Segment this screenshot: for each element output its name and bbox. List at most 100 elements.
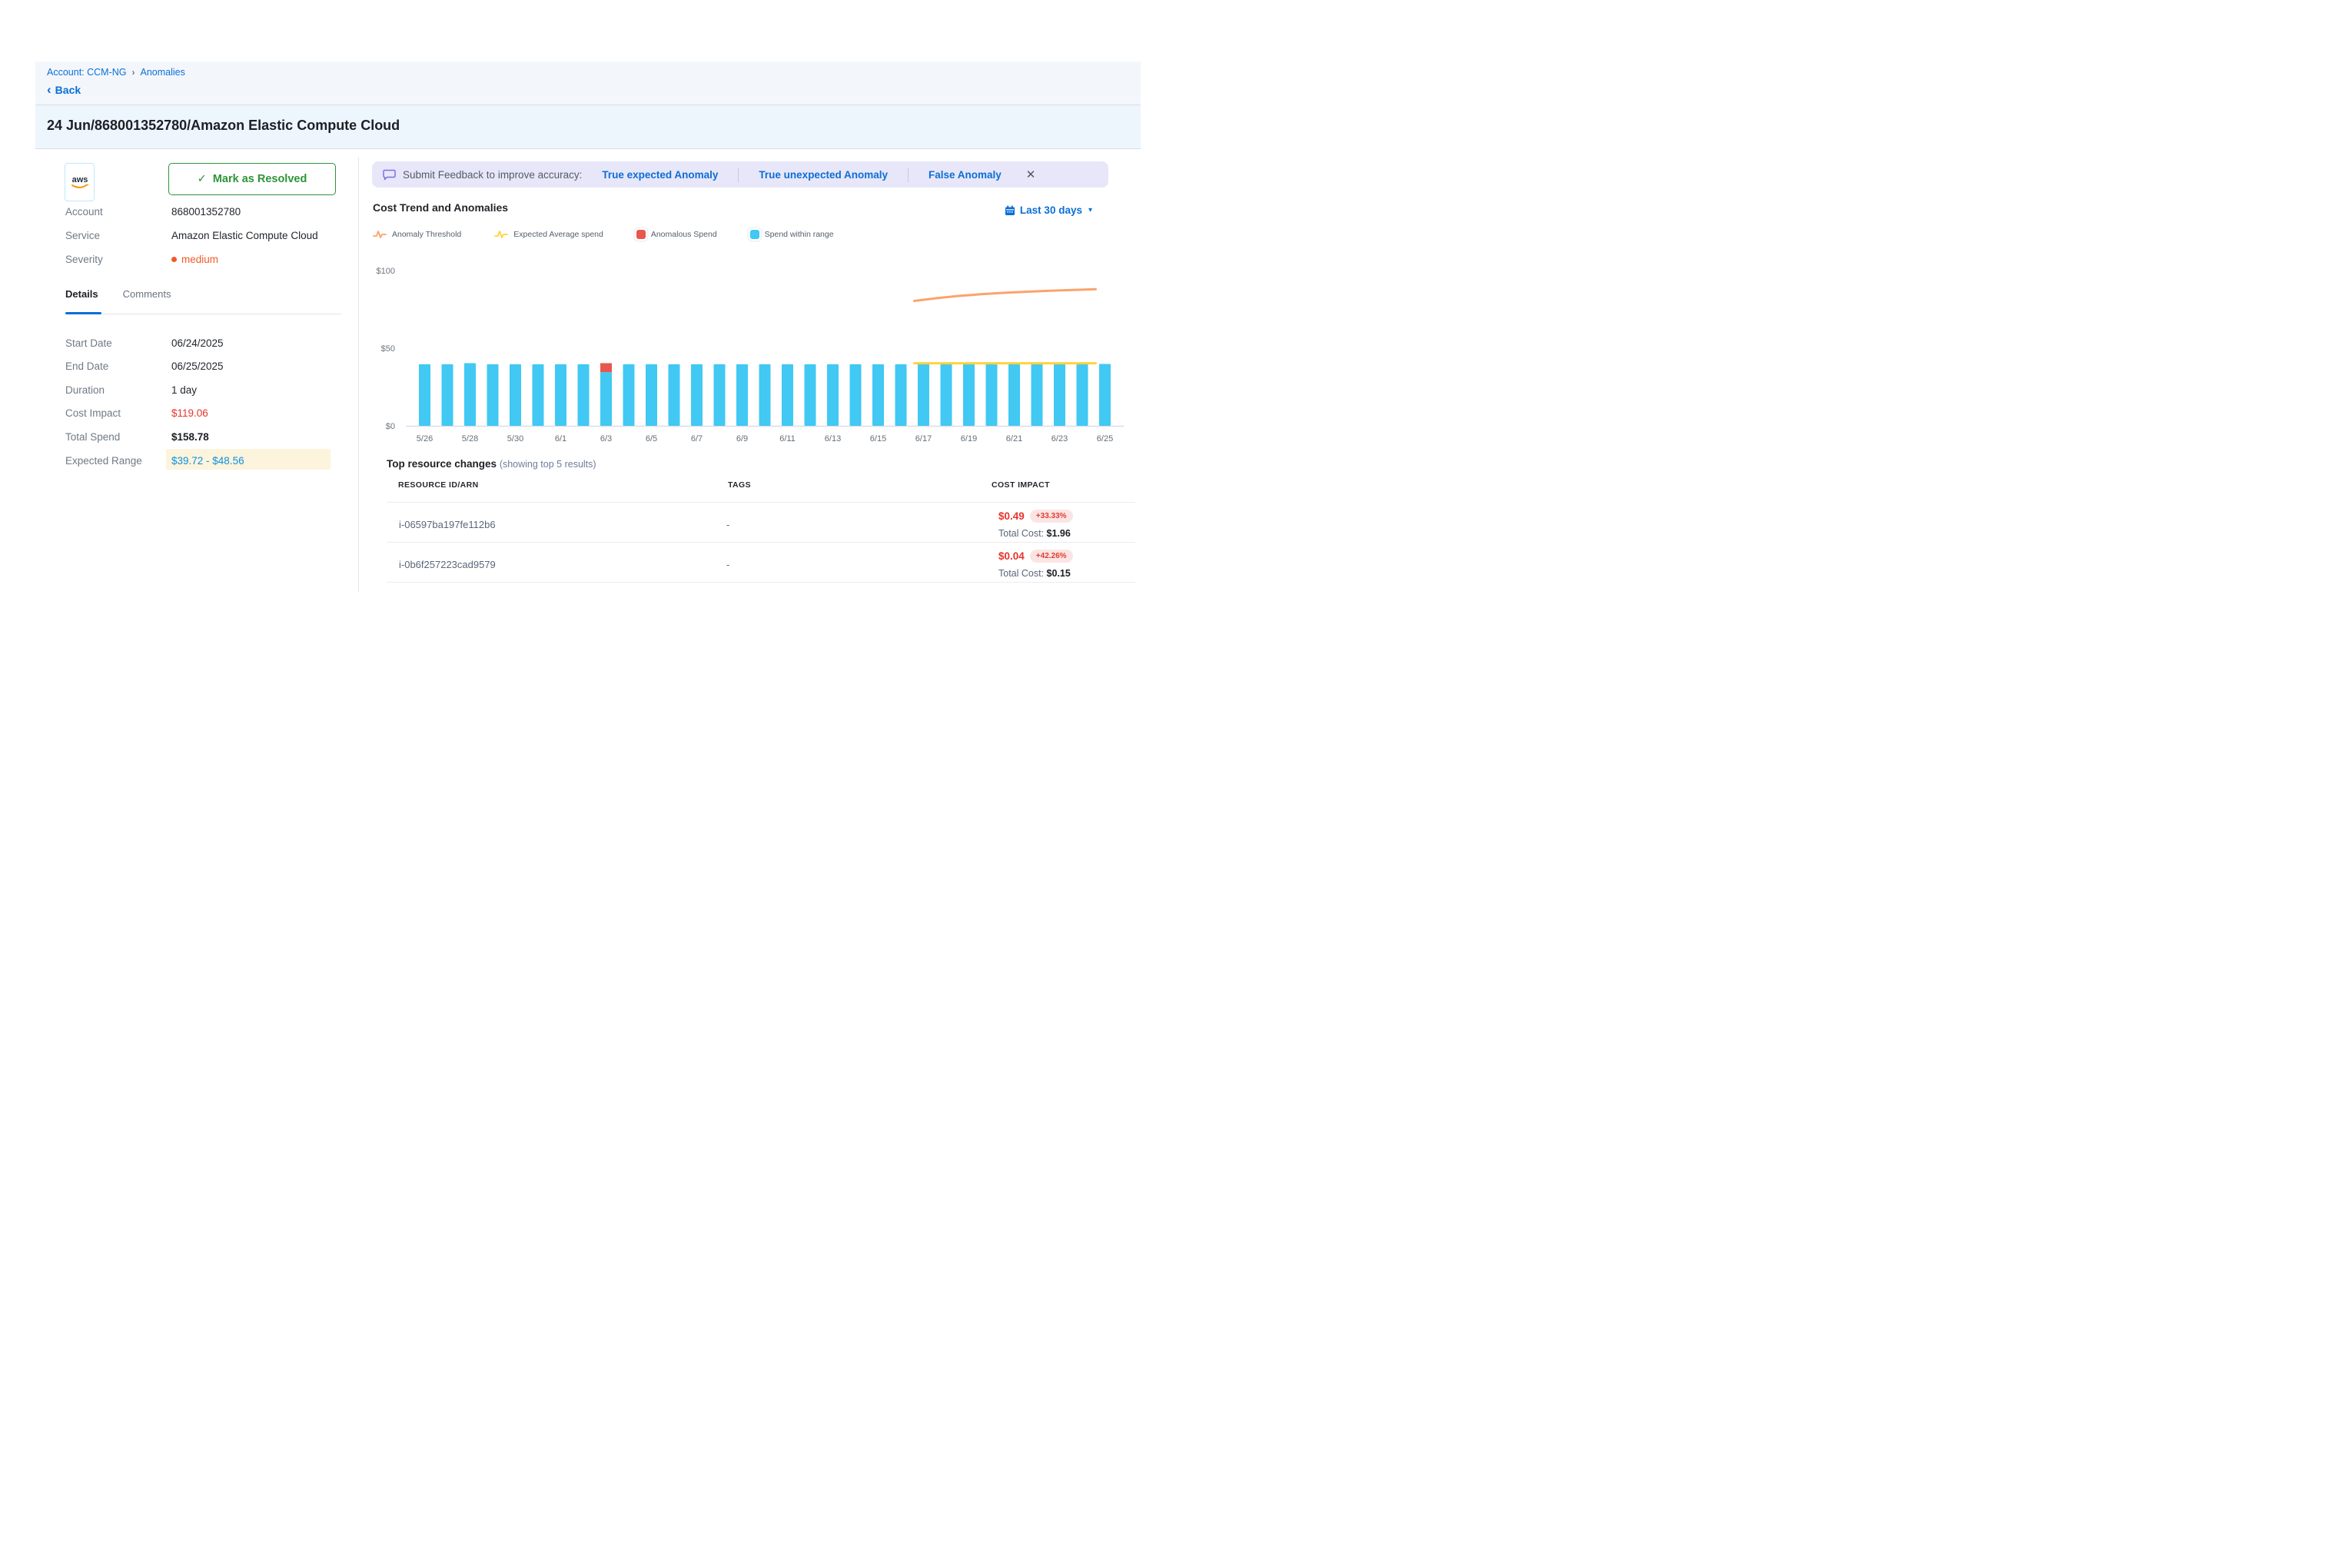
detail-tabs: Details Comments [65, 288, 171, 307]
x-axis-tick: 6/23 [1051, 434, 1068, 443]
x-axis-tick: 5/26 [417, 434, 433, 443]
spend-bar [782, 364, 793, 426]
x-axis-tick: 5/28 [462, 434, 478, 443]
x-axis-tick: 6/19 [961, 434, 977, 443]
spend-bar [510, 364, 521, 426]
breadcrumb-anomalies-link[interactable]: Anomalies [141, 67, 185, 78]
resource-tags: - [726, 519, 729, 530]
resource-id-text: i-06597ba197fe112b6 [399, 519, 496, 530]
spend-bar [1031, 364, 1043, 426]
date-range-label: Last 30 days [1020, 204, 1082, 216]
spend-bar [736, 364, 748, 426]
anomaly-detail-page: Account: CCM-NG › Anomalies ‹ Back 24 Ju… [0, 0, 1176, 784]
field-label: Service [65, 230, 171, 243]
tags-value: - [726, 559, 729, 570]
spend-bar [600, 372, 612, 426]
feedback-true-expected-anomaly[interactable]: True expected Anomaly [582, 169, 738, 181]
page-title: 24 Jun/868001352780/Amazon Elastic Compu… [47, 118, 400, 134]
pulse-line-icon [373, 229, 387, 240]
resource-tags: - [726, 559, 729, 570]
x-axis-tick: 6/15 [870, 434, 886, 443]
cost-impact-line: $0.04+42.26% [998, 550, 1073, 563]
row-separator [387, 542, 1135, 543]
legend-label: Anomalous Spend [651, 230, 717, 239]
calendar-icon [1005, 205, 1015, 216]
main-content: Submit Feedback to improve accuracy: Tru… [372, 158, 1136, 619]
svg-text:aws: aws [71, 175, 88, 184]
x-axis-tick: 6/13 [825, 434, 841, 443]
detail-row: End Date06/25/2025 [65, 360, 342, 374]
spend-bar [872, 364, 884, 426]
spend-bar [646, 364, 657, 426]
anomaly-threshold-line [915, 289, 1096, 301]
close-icon[interactable]: ✕ [1026, 168, 1036, 181]
title-band: 24 Jun/868001352780/Amazon Elastic Compu… [35, 105, 1141, 149]
summary-field-row: Severitymedium [65, 254, 342, 267]
cost-trend-chart: $0$50$1005/265/285/306/16/36/56/76/96/11… [372, 251, 1136, 455]
resources-title-text: Top resource changes [387, 458, 497, 470]
detail-value-cost-impact: $119.06 [171, 407, 208, 419]
spend-bar [805, 364, 816, 426]
row-separator [387, 582, 1135, 583]
field-label: Severity [65, 254, 171, 267]
tab-comments[interactable]: Comments [123, 288, 171, 307]
spend-bar [442, 364, 453, 426]
mark-as-resolved-button[interactable]: ✓ Mark as Resolved [168, 163, 336, 195]
spend-bar [691, 364, 703, 426]
speech-bubble-icon [383, 169, 396, 181]
feedback-false-anomaly[interactable]: False Anomaly [909, 169, 1022, 181]
chevron-right-icon: › [132, 67, 135, 78]
severity-value: medium [171, 254, 218, 267]
feedback-true-unexpected-anomaly[interactable]: True unexpected Anomaly [739, 169, 908, 181]
detail-row: Duration1 day [65, 383, 342, 397]
x-axis-tick: 6/9 [736, 434, 748, 443]
resource-id: i-06597ba197fe112b6 [399, 519, 496, 530]
column-header-tags: TAGS [728, 480, 751, 490]
spend-bar [714, 364, 726, 426]
resources-subtitle: (showing top 5 results) [500, 459, 596, 470]
tab-details[interactable]: Details [65, 288, 98, 307]
feedback-bar: Submit Feedback to improve accuracy: Tru… [372, 161, 1108, 188]
legend-label: Spend within range [765, 230, 834, 239]
date-range-selector[interactable]: Last 30 days ▾ [1005, 204, 1092, 216]
legend-item: Anomaly Threshold [373, 229, 461, 240]
spend-bar [578, 364, 590, 426]
breadcrumb-account-link[interactable]: Account: CCM-NG [47, 67, 127, 78]
panel-divider [358, 158, 359, 592]
spend-bar [623, 364, 635, 426]
caret-down-icon: ▾ [1088, 206, 1092, 214]
spend-bar [918, 364, 929, 426]
cost-impact-line: $0.49+33.33% [998, 510, 1073, 523]
feedback-prompt: Submit Feedback to improve accuracy: [403, 169, 582, 181]
spend-bar [555, 364, 566, 426]
total-cost-label: Total Cost: [998, 528, 1044, 539]
x-axis-tick: 6/5 [646, 434, 657, 443]
spend-bar [759, 364, 771, 426]
y-axis-tick: $50 [381, 344, 395, 354]
detail-label: Expected Range [65, 455, 171, 467]
legend-square-icon [750, 230, 759, 239]
column-header-cost-impact: COST IMPACT [992, 480, 1050, 490]
legend-square-icon [636, 230, 646, 239]
legend-item: Expected Average spend [494, 229, 603, 240]
mark-as-resolved-label: Mark as Resolved [213, 173, 307, 185]
x-axis-tick: 6/7 [691, 434, 703, 443]
column-header-resource-id: RESOURCE ID/ARN [398, 480, 479, 490]
total-cost-value: $1.96 [1047, 528, 1071, 539]
x-axis-tick: 6/11 [779, 434, 796, 443]
spend-bar [464, 363, 476, 426]
detail-row: Start Date06/24/2025 [65, 336, 342, 350]
spend-bar [1077, 364, 1088, 426]
x-axis-tick: 6/1 [555, 434, 566, 443]
spend-bar [941, 364, 952, 426]
back-button[interactable]: ‹ Back [47, 84, 81, 96]
detail-row: Expected Range$39.72 - $48.56 [65, 453, 342, 467]
spend-bar [1054, 364, 1065, 426]
spend-bar [487, 364, 499, 426]
active-tab-underline [65, 312, 101, 314]
summary-panel: aws ✓ Mark as Resolved Account8680013527… [65, 158, 343, 603]
legend-label: Anomaly Threshold [392, 230, 461, 239]
detail-label: Cost Impact [65, 407, 171, 419]
field-value: 868001352780 [171, 206, 241, 219]
anomalous-spend-bar-segment [600, 363, 612, 372]
